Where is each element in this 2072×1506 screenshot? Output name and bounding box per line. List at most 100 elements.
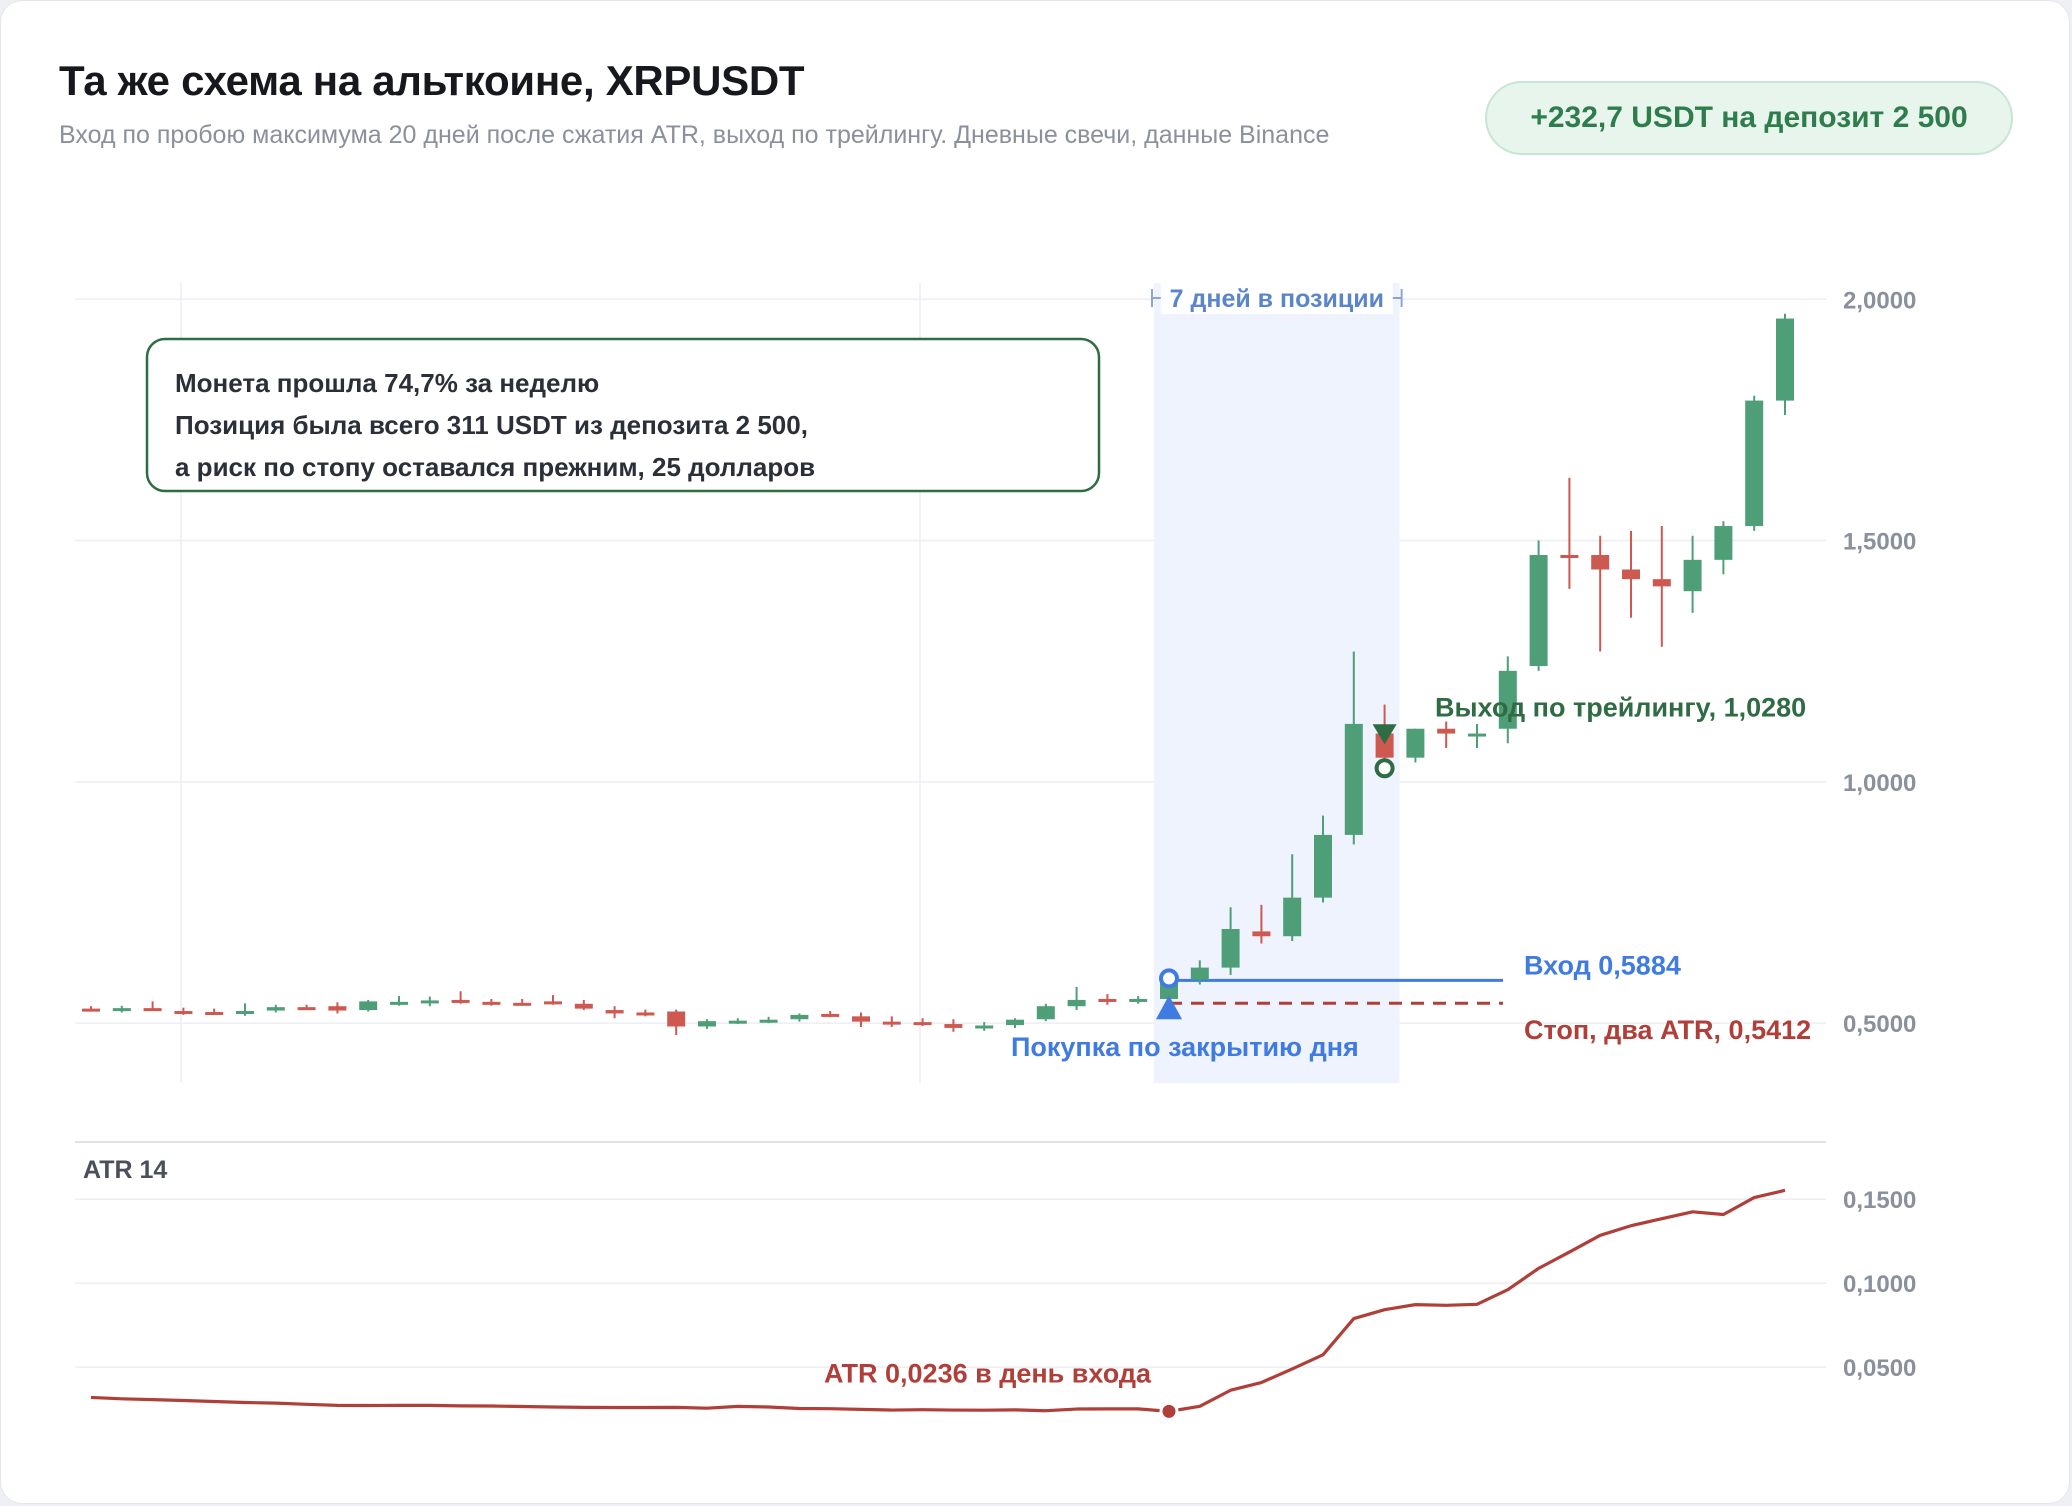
annotation-line: Монета прошла 74,7% за неделю xyxy=(175,368,599,398)
atr-line xyxy=(90,1188,1786,1413)
atr-tick-label: 0,1500 xyxy=(1843,1187,1916,1214)
candle-body xyxy=(297,1007,316,1011)
atr-grid xyxy=(75,1141,1826,1368)
candle-body xyxy=(1129,998,1148,1002)
candle xyxy=(913,1018,932,1026)
candle xyxy=(205,1008,224,1015)
entry-point xyxy=(1159,968,1179,989)
trade-markers: Покупка по закрытию дня Выход по трейлинг… xyxy=(1011,692,1806,1062)
duration-label: 7 дней в позиции xyxy=(1170,285,1384,313)
candle-body xyxy=(513,1002,532,1006)
candle-body xyxy=(266,1007,285,1011)
candle-body xyxy=(605,1010,624,1014)
candle xyxy=(852,1012,870,1027)
candle-body xyxy=(1283,897,1302,937)
candle xyxy=(328,1002,347,1014)
candle xyxy=(1591,535,1610,652)
candle-body xyxy=(574,1003,593,1009)
candle xyxy=(1344,651,1363,845)
candle-body xyxy=(359,1001,378,1011)
candle xyxy=(1776,313,1794,416)
candle xyxy=(790,1013,809,1022)
candle xyxy=(82,1006,100,1012)
candle xyxy=(728,1018,747,1025)
candle xyxy=(1314,815,1332,903)
candle xyxy=(513,998,532,1006)
candle xyxy=(944,1019,963,1032)
candle xyxy=(451,991,470,1004)
candle-body xyxy=(1560,555,1579,559)
atr-tick-label: 0,1000 xyxy=(1843,1271,1916,1298)
candle-body xyxy=(1437,728,1456,734)
candle-body xyxy=(1683,559,1702,592)
candle-body xyxy=(451,999,470,1003)
candle-body xyxy=(1468,733,1486,737)
page-title: Та же схема на альткоине, XRPUSDT xyxy=(59,57,805,104)
candle xyxy=(1560,477,1579,589)
price-tick-label: 2,0000 xyxy=(1843,287,1916,314)
candle-body xyxy=(236,1011,254,1015)
candle-body xyxy=(174,1011,193,1015)
candle-body xyxy=(790,1014,809,1020)
candle xyxy=(1714,521,1733,575)
candle xyxy=(759,1016,778,1024)
candle-body xyxy=(82,1008,100,1012)
duration-label-bg xyxy=(1160,282,1393,314)
candle-body xyxy=(1252,931,1271,937)
candle-body xyxy=(1221,928,1240,968)
candle xyxy=(174,1007,193,1015)
candle-body xyxy=(1652,579,1671,587)
candle xyxy=(420,996,439,1007)
candle xyxy=(1067,986,1086,1011)
sell-triangle-icon xyxy=(1372,724,1397,745)
candle xyxy=(1098,994,1117,1005)
candle-body xyxy=(390,1001,408,1005)
candle-body xyxy=(667,1011,686,1027)
candle-body xyxy=(205,1011,224,1015)
price-tick-label: 1,5000 xyxy=(1843,529,1916,556)
candle xyxy=(1190,960,1209,985)
candle-body xyxy=(1190,967,1209,980)
candle xyxy=(112,1005,131,1013)
candle-body xyxy=(1036,1006,1055,1020)
candle xyxy=(1437,721,1456,749)
exit-label: Выход по трейлингу, 1,0280 xyxy=(1435,692,1806,722)
buy-triangle-icon xyxy=(1156,995,1182,1020)
candle-body xyxy=(1776,318,1794,401)
candle xyxy=(1683,535,1702,613)
candle-body xyxy=(1406,728,1425,758)
candle xyxy=(975,1022,994,1031)
candle xyxy=(1468,723,1486,749)
position-highlight xyxy=(1154,283,1400,1083)
candle xyxy=(1252,904,1271,944)
candle-body xyxy=(821,1013,840,1017)
candle-body xyxy=(975,1025,994,1029)
annotation-frame xyxy=(145,337,1101,493)
price-axis: 0,5000 1,0000 1,5000 2,0000 xyxy=(1843,287,1916,1038)
candle xyxy=(1529,540,1548,671)
annotation-box: Монета прошла 74,7% за неделю Позиция был… xyxy=(145,337,1101,493)
trade-levels: Вход 0,5884 Стоп, два ATR, 0,5412 xyxy=(1169,950,1811,1045)
annotation-line: а риск по стопу оставался прежним, 25 до… xyxy=(175,452,815,482)
candle-body xyxy=(913,1022,932,1026)
candle xyxy=(1129,996,1148,1004)
atr-panel: ATR 14 ATR 0,0236 в день входа xyxy=(83,1156,1786,1421)
candle-body xyxy=(698,1021,716,1027)
candle-body xyxy=(1622,569,1640,580)
candle xyxy=(266,1004,285,1013)
candle xyxy=(1036,1003,1055,1022)
candle xyxy=(667,1009,686,1036)
candle xyxy=(1498,656,1517,744)
candle-body xyxy=(944,1024,963,1028)
page-subtitle: Вход по пробою максимума 20 дней после с… xyxy=(59,121,1330,149)
candle-body xyxy=(882,1021,901,1025)
candle xyxy=(1283,854,1302,942)
candle-body xyxy=(544,1001,562,1005)
candle-body xyxy=(1067,999,1086,1007)
candle-body xyxy=(636,1012,655,1016)
candle xyxy=(1221,907,1240,975)
candle-body xyxy=(328,1006,347,1011)
candle-body xyxy=(482,1001,501,1005)
